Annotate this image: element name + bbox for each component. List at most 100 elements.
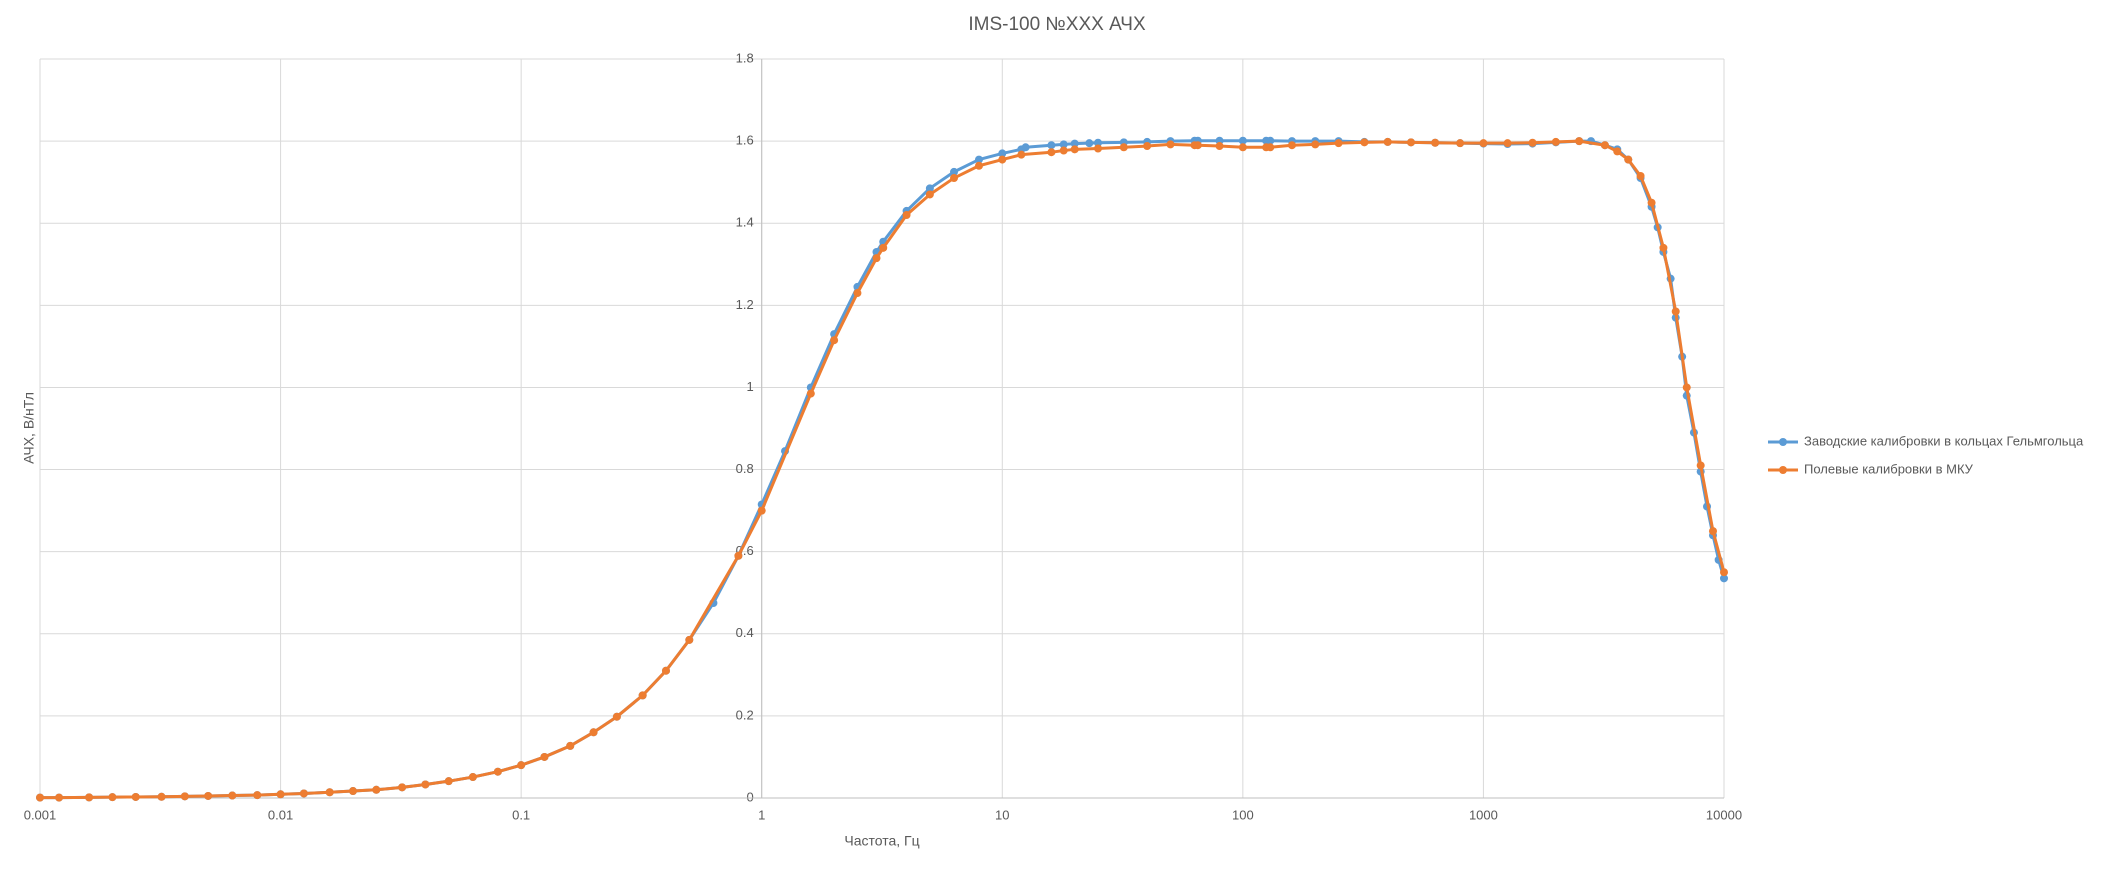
data-point xyxy=(685,635,694,644)
data-point xyxy=(566,741,575,750)
data-point xyxy=(1070,139,1079,148)
legend-label: Полевые калибровки в МКУ xyxy=(1804,461,1974,476)
chart-title: IMS-100 №XXX АЧХ xyxy=(968,14,1146,35)
legend: Заводские калибровки в кольцах Гельмголь… xyxy=(1768,433,2084,476)
x-tick-label: 1000 xyxy=(1469,807,1498,822)
data-point xyxy=(1215,142,1224,151)
data-point xyxy=(493,767,502,776)
data-point xyxy=(661,666,670,675)
data-point xyxy=(1360,138,1369,147)
data-point xyxy=(398,783,407,792)
data-point xyxy=(1059,140,1068,149)
data-point xyxy=(872,254,881,263)
data-point xyxy=(1047,141,1056,150)
data-point xyxy=(1266,143,1275,152)
data-point xyxy=(1659,243,1668,252)
data-point xyxy=(1238,136,1247,145)
data-point xyxy=(1287,141,1296,150)
x-tick-label: 10000 xyxy=(1706,807,1742,822)
y-axis-label: АЧХ, В/нТл xyxy=(21,392,37,464)
x-tick-label: 0.1 xyxy=(512,807,530,822)
y-tick-label: 1.2 xyxy=(736,297,754,312)
legend-marker xyxy=(1779,466,1787,474)
data-point xyxy=(468,773,477,782)
data-point xyxy=(1070,145,1079,154)
data-point xyxy=(1266,136,1275,145)
data-point xyxy=(998,155,1007,164)
data-point xyxy=(204,791,213,800)
data-point xyxy=(925,190,934,199)
data-point xyxy=(1575,137,1584,146)
data-point xyxy=(1383,137,1392,146)
data-point xyxy=(1166,140,1175,149)
data-point xyxy=(1720,568,1728,577)
plot-area xyxy=(36,136,1728,802)
data-point xyxy=(1094,144,1103,153)
data-point xyxy=(85,793,94,802)
x-tick-label: 0.01 xyxy=(268,807,293,822)
data-point xyxy=(131,792,140,801)
data-point xyxy=(1431,138,1440,147)
data-point xyxy=(638,691,647,700)
data-point xyxy=(348,787,357,796)
data-point xyxy=(1503,139,1512,148)
data-point xyxy=(1720,574,1728,583)
data-point xyxy=(1059,146,1068,155)
data-point xyxy=(806,389,815,398)
grid: 00.20.40.60.811.21.41.61.80.001 0.01 0.1 1 1… xyxy=(24,50,1742,822)
data-point xyxy=(589,728,598,737)
data-point xyxy=(180,792,189,801)
y-tick-label: 1.4 xyxy=(736,215,754,230)
data-point xyxy=(36,793,44,802)
data-point xyxy=(1021,143,1030,152)
data-point xyxy=(325,788,334,797)
data-point xyxy=(1671,307,1680,316)
data-point xyxy=(1682,383,1691,392)
data-point xyxy=(1528,138,1537,147)
data-point xyxy=(1456,139,1465,148)
data-point xyxy=(421,780,430,789)
x-tick-label: 0.001 xyxy=(24,807,57,822)
data-point xyxy=(1334,139,1343,148)
data-point xyxy=(974,161,983,170)
data-point xyxy=(1636,172,1645,181)
data-point xyxy=(998,149,1007,158)
data-point xyxy=(55,793,64,802)
data-point xyxy=(1696,461,1705,470)
data-point xyxy=(925,184,934,193)
y-tick-label: 0.8 xyxy=(736,461,754,476)
x-axis-label: Частота, Гц xyxy=(844,833,919,849)
legend-label: Заводские калибровки в кольцах Гельмголь… xyxy=(1804,433,2084,448)
data-point xyxy=(444,777,453,786)
data-point xyxy=(1647,198,1656,207)
data-point xyxy=(1551,137,1560,146)
data-point xyxy=(1624,155,1633,164)
legend-marker xyxy=(1779,438,1787,446)
data-point xyxy=(228,791,237,800)
data-point xyxy=(253,791,262,800)
data-point xyxy=(950,167,959,176)
data-point xyxy=(1143,142,1152,151)
data-point xyxy=(974,155,983,164)
data-point xyxy=(1613,147,1622,156)
y-tick-label: 0.2 xyxy=(736,707,754,722)
x-tick-label: 1 xyxy=(758,807,765,822)
data-point xyxy=(299,789,308,798)
data-point xyxy=(853,289,862,298)
x-tick-label: 10 xyxy=(995,807,1009,822)
data-point xyxy=(517,761,526,770)
data-point xyxy=(1119,143,1128,152)
data-point xyxy=(950,174,959,183)
data-point xyxy=(879,243,888,252)
data-point xyxy=(830,336,839,345)
data-point xyxy=(1085,139,1094,148)
data-point xyxy=(276,790,285,799)
data-point xyxy=(1047,148,1056,157)
data-point xyxy=(1708,527,1717,536)
data-point xyxy=(1311,140,1320,149)
data-point xyxy=(734,551,743,560)
y-tick-label: 1.8 xyxy=(736,50,754,65)
data-point xyxy=(757,506,766,515)
data-point xyxy=(1094,138,1103,147)
